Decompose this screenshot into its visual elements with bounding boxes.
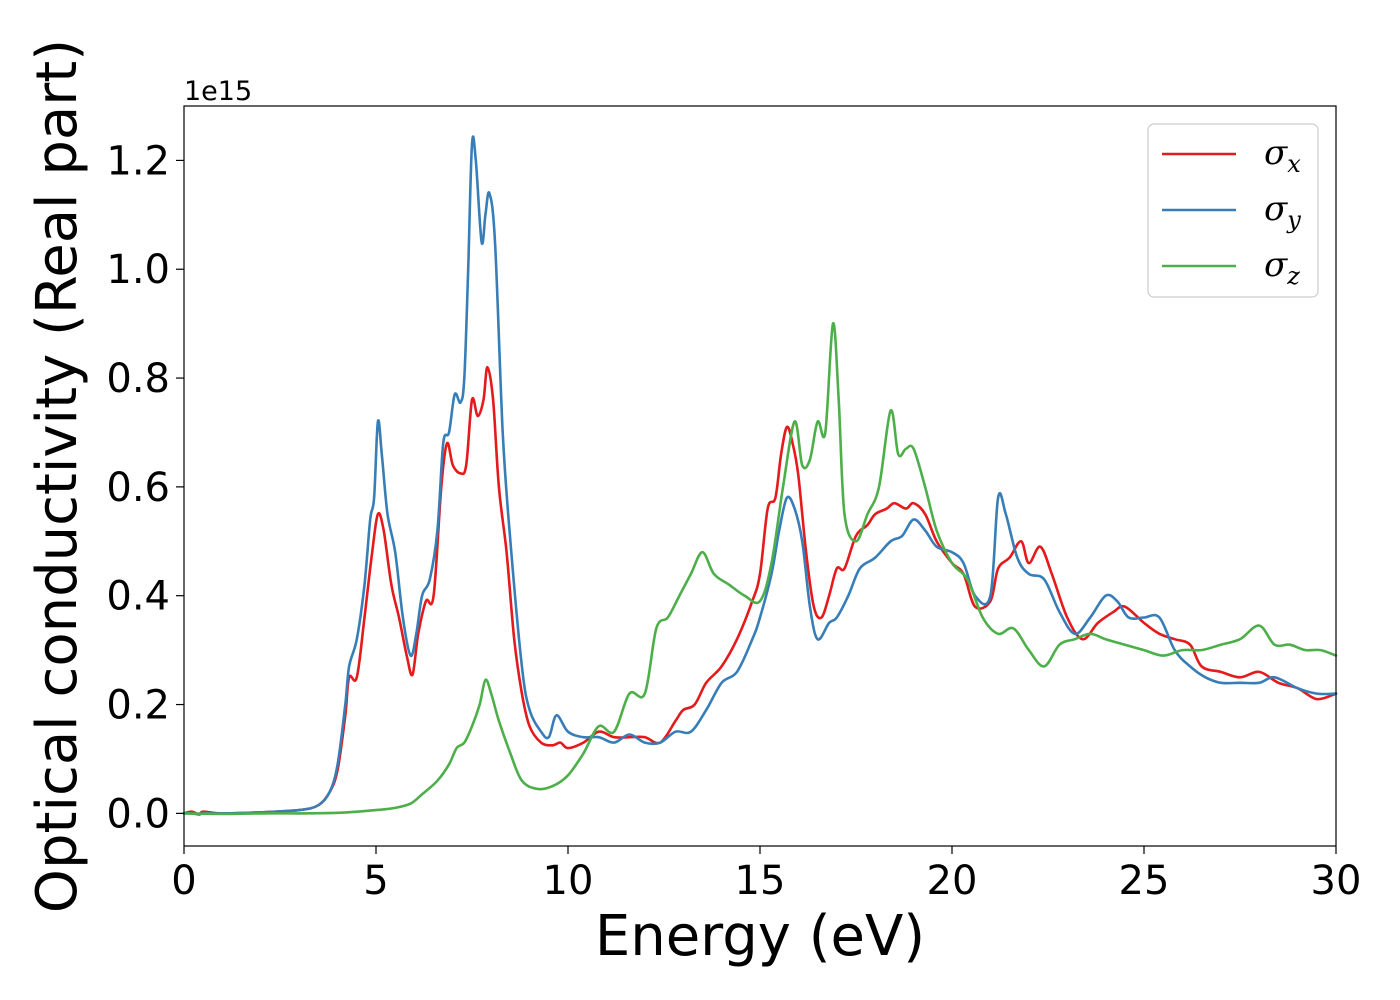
series-line-sigma-z [182, 322, 1338, 816]
series-line-sigma-y [182, 135, 1338, 816]
x-tick-label: 25 [1119, 858, 1170, 904]
x-tick-label: 10 [543, 858, 594, 904]
y-tick-label: 1.0 [106, 247, 170, 293]
x-tick-label: 15 [735, 858, 786, 904]
legend-subscript: y [1286, 206, 1301, 234]
y-axis-ticks: 0.0 0.2 0.4 0.6 0.8 1.0 1.2 [106, 138, 184, 837]
series-layer [182, 135, 1338, 816]
series-line-sigma-x [182, 365, 1338, 816]
y-offset-label: 1e15 [184, 76, 252, 107]
legend-subscript: x [1287, 150, 1301, 178]
x-tick-label: 20 [927, 858, 978, 904]
x-tick-label: 0 [171, 858, 196, 904]
y-tick-label: 0.2 [106, 683, 170, 729]
x-axis-label: Energy (eV) [595, 904, 925, 969]
y-tick-label: 0.0 [106, 791, 170, 837]
x-axis-ticks: 0 5 10 15 20 25 30 [171, 846, 1361, 904]
y-tick-label: 0.6 [106, 465, 170, 511]
y-axis-label: Optical conductivity (Real part) [25, 39, 90, 913]
y-tick-label: 0.4 [106, 574, 170, 620]
y-tick-label: 0.8 [106, 356, 170, 402]
x-tick-label: 30 [1311, 858, 1362, 904]
x-tick-label: 5 [363, 858, 388, 904]
legend-subscript: z [1286, 262, 1300, 290]
y-tick-label: 1.2 [106, 138, 170, 184]
